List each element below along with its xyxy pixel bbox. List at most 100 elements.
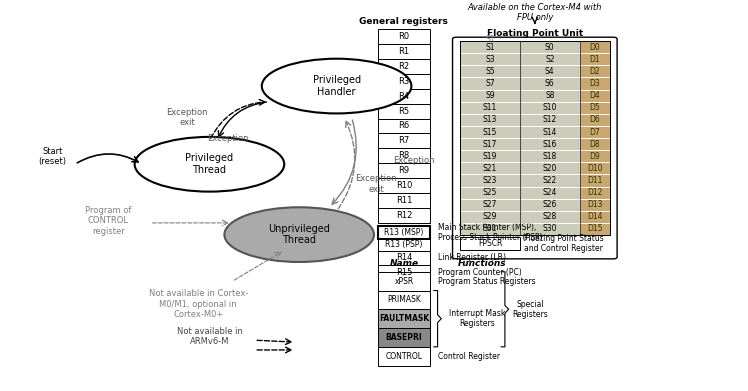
Text: Link Register (LR): Link Register (LR): [438, 253, 506, 262]
Bar: [520, 114, 580, 126]
Bar: [580, 41, 610, 53]
Text: R3: R3: [398, 77, 410, 86]
Text: D7: D7: [589, 127, 600, 136]
Text: D2: D2: [589, 67, 600, 76]
FancyBboxPatch shape: [378, 118, 430, 133]
Bar: [580, 162, 610, 174]
Text: D1: D1: [589, 55, 600, 64]
Text: Available on the Cortex-M4 with
FPU only: Available on the Cortex-M4 with FPU only: [468, 3, 602, 22]
Text: S22: S22: [542, 176, 557, 185]
FancyBboxPatch shape: [378, 251, 430, 265]
FancyBboxPatch shape: [378, 133, 430, 148]
Text: R2: R2: [399, 62, 409, 71]
Text: Program Counter (PC): Program Counter (PC): [438, 267, 521, 276]
Text: R14: R14: [396, 253, 412, 262]
Text: General registers: General registers: [360, 17, 448, 26]
Text: D6: D6: [589, 115, 600, 124]
Text: Privileged
Thread: Privileged Thread: [186, 153, 233, 175]
Text: S1: S1: [485, 35, 494, 44]
Bar: [580, 199, 610, 211]
FancyBboxPatch shape: [378, 291, 430, 309]
Bar: [580, 211, 610, 223]
FancyBboxPatch shape: [378, 163, 430, 178]
Text: Program Status Registers: Program Status Registers: [438, 277, 536, 286]
Bar: [580, 53, 610, 65]
Bar: [520, 187, 580, 199]
Text: S12: S12: [542, 115, 557, 124]
Text: S7: S7: [485, 79, 494, 88]
Text: S21: S21: [482, 164, 497, 173]
Text: S15: S15: [482, 127, 497, 136]
Bar: [580, 90, 610, 102]
Text: R13 (MSP): R13 (MSP): [384, 228, 423, 237]
Bar: [580, 174, 610, 187]
Ellipse shape: [135, 137, 284, 192]
Text: PRIMASK: PRIMASK: [387, 296, 421, 305]
Bar: [520, 126, 580, 138]
Bar: [520, 223, 580, 235]
Bar: [520, 41, 580, 53]
FancyBboxPatch shape: [378, 226, 430, 239]
Bar: [520, 90, 580, 102]
Text: Start
(reset): Start (reset): [38, 147, 67, 166]
Text: S30: S30: [542, 224, 557, 233]
FancyBboxPatch shape: [378, 59, 430, 74]
Text: S26: S26: [542, 200, 557, 209]
Text: S3: S3: [485, 55, 494, 64]
Bar: [580, 77, 610, 90]
Bar: [460, 199, 520, 211]
FancyBboxPatch shape: [378, 44, 430, 59]
Text: S4: S4: [545, 67, 554, 76]
Text: S31: S31: [482, 224, 497, 233]
FancyBboxPatch shape: [378, 178, 430, 193]
FancyBboxPatch shape: [378, 208, 430, 222]
Bar: [520, 162, 580, 174]
Text: Exception: Exception: [207, 135, 249, 143]
Bar: [460, 174, 520, 187]
Text: S23: S23: [482, 176, 497, 185]
Text: D4: D4: [589, 91, 600, 100]
Text: FPSCR: FPSCR: [478, 239, 502, 248]
Bar: [460, 150, 520, 162]
Text: R15: R15: [396, 267, 412, 276]
Bar: [520, 53, 580, 65]
Text: Floating Point Unit: Floating Point Unit: [487, 29, 583, 38]
Text: D14: D14: [587, 212, 602, 221]
FancyBboxPatch shape: [378, 193, 430, 208]
Bar: [580, 65, 610, 77]
Bar: [580, 102, 610, 114]
Bar: [460, 53, 520, 65]
FancyBboxPatch shape: [378, 272, 430, 291]
Bar: [460, 41, 520, 53]
FancyBboxPatch shape: [378, 148, 430, 163]
Text: Name: Name: [390, 260, 418, 269]
Text: S8: S8: [545, 91, 554, 100]
Text: Not available in
ARMv6-M: Not available in ARMv6-M: [177, 326, 242, 346]
Text: S27: S27: [482, 200, 497, 209]
Bar: [460, 114, 520, 126]
Text: S17: S17: [482, 140, 497, 149]
Bar: [580, 187, 610, 199]
Bar: [460, 211, 520, 223]
Bar: [580, 150, 610, 162]
Bar: [520, 150, 580, 162]
FancyBboxPatch shape: [378, 104, 430, 118]
FancyBboxPatch shape: [378, 328, 430, 347]
Text: D12: D12: [587, 188, 602, 197]
Bar: [460, 126, 520, 138]
Text: R12: R12: [396, 211, 412, 220]
Text: Functions: Functions: [458, 260, 507, 269]
Text: Control Register: Control Register: [438, 352, 500, 361]
Text: D0: D0: [589, 43, 600, 52]
Text: D9: D9: [589, 152, 600, 161]
Text: D11: D11: [587, 176, 602, 185]
Bar: [520, 77, 580, 90]
Bar: [580, 223, 610, 235]
FancyBboxPatch shape: [378, 309, 430, 328]
Text: Not available in Cortex-
M0/M1, optional in
Cortex-M0+: Not available in Cortex- M0/M1, optional…: [149, 289, 248, 319]
Text: Main Stack Pointer (MSP),
Process Stack Pointer (PSP): Main Stack Pointer (MSP), Process Stack …: [438, 223, 542, 242]
Text: S24: S24: [542, 188, 557, 197]
Text: R4: R4: [399, 92, 409, 101]
Bar: [520, 102, 580, 114]
Text: D8: D8: [589, 140, 600, 149]
